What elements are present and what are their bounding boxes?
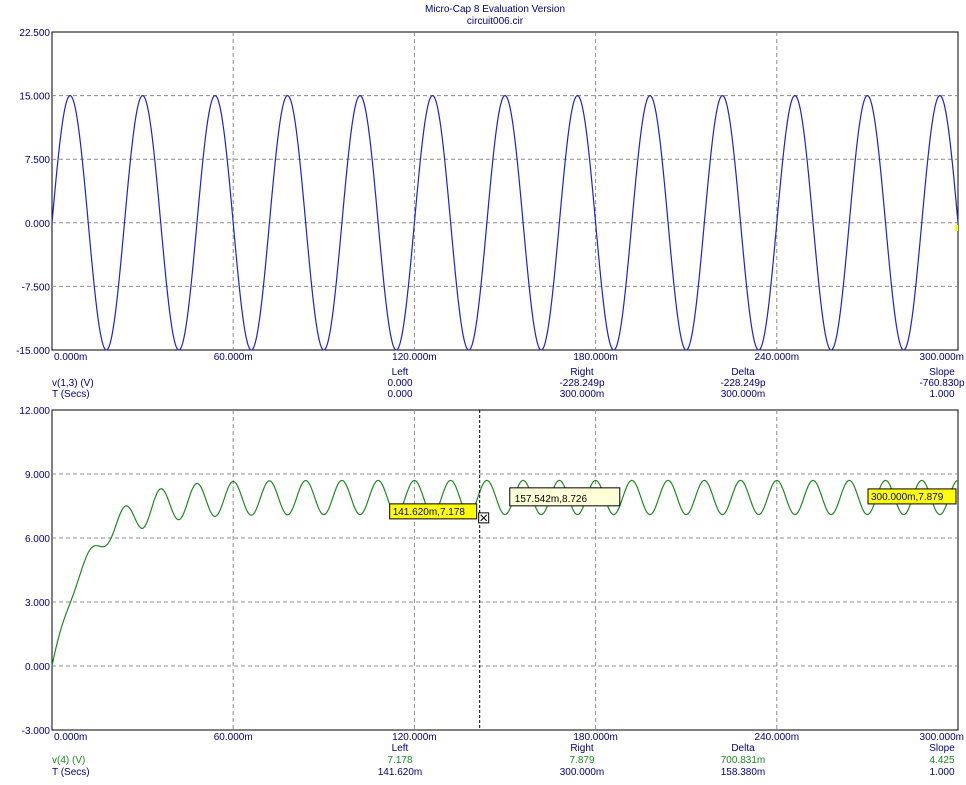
top-ytick-label: 22.500 xyxy=(19,28,50,39)
bottom-readout-row1-slope: 4.425 xyxy=(929,755,954,766)
bottom-cursor-readout: Left Right Delta Slope v(4) (V) 7.178 7.… xyxy=(52,743,955,778)
bottom-readout-row2-label: T (Secs) xyxy=(52,767,90,778)
top-plot-frame xyxy=(51,31,959,351)
bottom-ytick-label: 3.000 xyxy=(25,598,50,609)
bottom-readout-header-right: Right xyxy=(570,743,594,754)
bottom-plot-y-ticks: 12.000 9.000 6.000 3.000 0.000 -3.000 xyxy=(19,406,50,737)
bottom-xtick-label: 60.000m xyxy=(214,732,253,743)
top-readout-row1-left: 0.000 xyxy=(387,378,412,389)
right-cursor-tag[interactable]: 300.000m,7.879 xyxy=(867,488,957,505)
top-xtick-label: 180.000m xyxy=(573,352,617,363)
bottom-readout-row1-label: v(4) (V) xyxy=(52,755,85,766)
bottom-xtick-label: 180.000m xyxy=(573,732,617,743)
top-readout-header-slope: Slope xyxy=(929,367,955,378)
bottom-plot-frame xyxy=(51,409,959,731)
bottom-ytick-label: 6.000 xyxy=(25,534,50,545)
bottom-plot-grid xyxy=(52,410,958,730)
circuit-file-name: circuit006.cir xyxy=(467,16,524,27)
top-readout-row1-label: v(1,3) (V) xyxy=(52,378,94,389)
top-xtick-label: 60.000m xyxy=(214,352,253,363)
bottom-readout-row2-left: 141.620m xyxy=(378,767,422,778)
cursor-handle-icon[interactable] xyxy=(478,512,490,524)
top-readout-row2-label: T (Secs) xyxy=(52,389,90,400)
top-readout-header-delta: Delta xyxy=(731,367,755,378)
bottom-xtick-label: 240.000m xyxy=(755,732,799,743)
cursor-handle-glyph xyxy=(480,514,488,522)
top-readout-row2-delta: 300.000m xyxy=(721,389,765,400)
top-xtick-label: 120.000m xyxy=(392,352,436,363)
top-readout-row1-right: -228.249p xyxy=(559,378,604,389)
top-readout-row2-left: 0.000 xyxy=(387,389,412,400)
bottom-trace-v4[interactable] xyxy=(51,479,959,667)
bottom-ytick-label: -3.000 xyxy=(22,726,51,737)
top-xtick-label: 0.000m xyxy=(54,352,87,363)
top-plot-x-ticks: 0.000m 60.000m 120.000m 180.000m 240.000m 300… xyxy=(54,352,964,363)
top-xtick-label: 300.000m xyxy=(920,352,964,363)
left-cursor-tag-text: 141.620m,7.178 xyxy=(393,507,466,518)
bottom-readout-row2-slope: 1.000 xyxy=(929,767,954,778)
bottom-ytick-label: 9.000 xyxy=(25,470,50,481)
left-cursor-tag[interactable]: 141.620m,7.178 xyxy=(389,503,478,520)
hover-readout-tag: 157.542m,8.726 xyxy=(509,487,621,507)
bottom-xtick-label: 120.000m xyxy=(392,732,436,743)
bottom-xtick-label: 300.000m xyxy=(920,732,964,743)
right-cursor-tag-box xyxy=(867,488,957,505)
window-title: Micro-Cap 8 Evaluation Version xyxy=(425,4,565,15)
bottom-readout-header-left: Left xyxy=(392,743,409,754)
bottom-plot-x-ticks: 0.000m 60.000m 120.000m 180.000m 240.000m 300… xyxy=(54,732,964,743)
bottom-ytick-label: 0.000 xyxy=(25,662,50,673)
top-plot-y-ticks: 22.500 15.000 7.500 0.000 -7.500 -15.000 xyxy=(16,28,50,357)
bottom-readout-header-delta: Delta xyxy=(731,743,755,754)
top-ytick-label: 15.000 xyxy=(19,92,50,103)
top-xtick-label: 240.000m xyxy=(755,352,799,363)
bottom-readout-header-slope: Slope xyxy=(929,743,955,754)
top-readout-header-left: Left xyxy=(392,367,409,378)
bottom-readout-row1-left: 7.178 xyxy=(387,755,412,766)
top-readout-row1-slope: -760.830p xyxy=(919,378,964,389)
bottom-readout-row2-delta: 158.380m xyxy=(721,767,765,778)
top-readout-header-right: Right xyxy=(570,367,594,378)
top-trace-v13[interactable] xyxy=(51,94,959,351)
bottom-plot-panel[interactable]: 12.000 9.000 6.000 3.000 0.000 -3.000 0.000m 6… xyxy=(19,406,964,743)
hover-readout-tag-box xyxy=(509,487,621,507)
top-readout-row2-slope: 1.000 xyxy=(929,389,954,400)
bottom-readout-row2-right: 300.000m xyxy=(560,767,604,778)
right-cursor-tag-text: 300.000m,7.879 xyxy=(871,492,944,503)
hover-readout-tag-text: 157.542m,8.726 xyxy=(515,494,588,505)
left-cursor-tag-box xyxy=(389,503,478,520)
top-ytick-label: 7.500 xyxy=(25,155,50,166)
top-ytick-label: 0.000 xyxy=(25,219,50,230)
top-trace-end-marker xyxy=(955,225,958,231)
top-readout-row1-delta: -228.249p xyxy=(720,378,765,389)
top-ytick-label: -15.000 xyxy=(16,346,50,357)
top-plot-panel[interactable]: 22.500 15.000 7.500 0.000 -7.500 -15.000 0.00… xyxy=(16,28,964,363)
top-readout-row2-right: 300.000m xyxy=(560,389,604,400)
top-ytick-label: -7.500 xyxy=(22,282,51,293)
top-cursor-readout: Left Right Delta Slope v(1,3) (V) 0.000 … xyxy=(52,367,965,400)
bottom-readout-row1-delta: 700.831m xyxy=(721,755,765,766)
bottom-readout-row1-right: 7.879 xyxy=(569,755,594,766)
bottom-ytick-label: 12.000 xyxy=(19,406,50,417)
bottom-xtick-label: 0.000m xyxy=(54,732,87,743)
